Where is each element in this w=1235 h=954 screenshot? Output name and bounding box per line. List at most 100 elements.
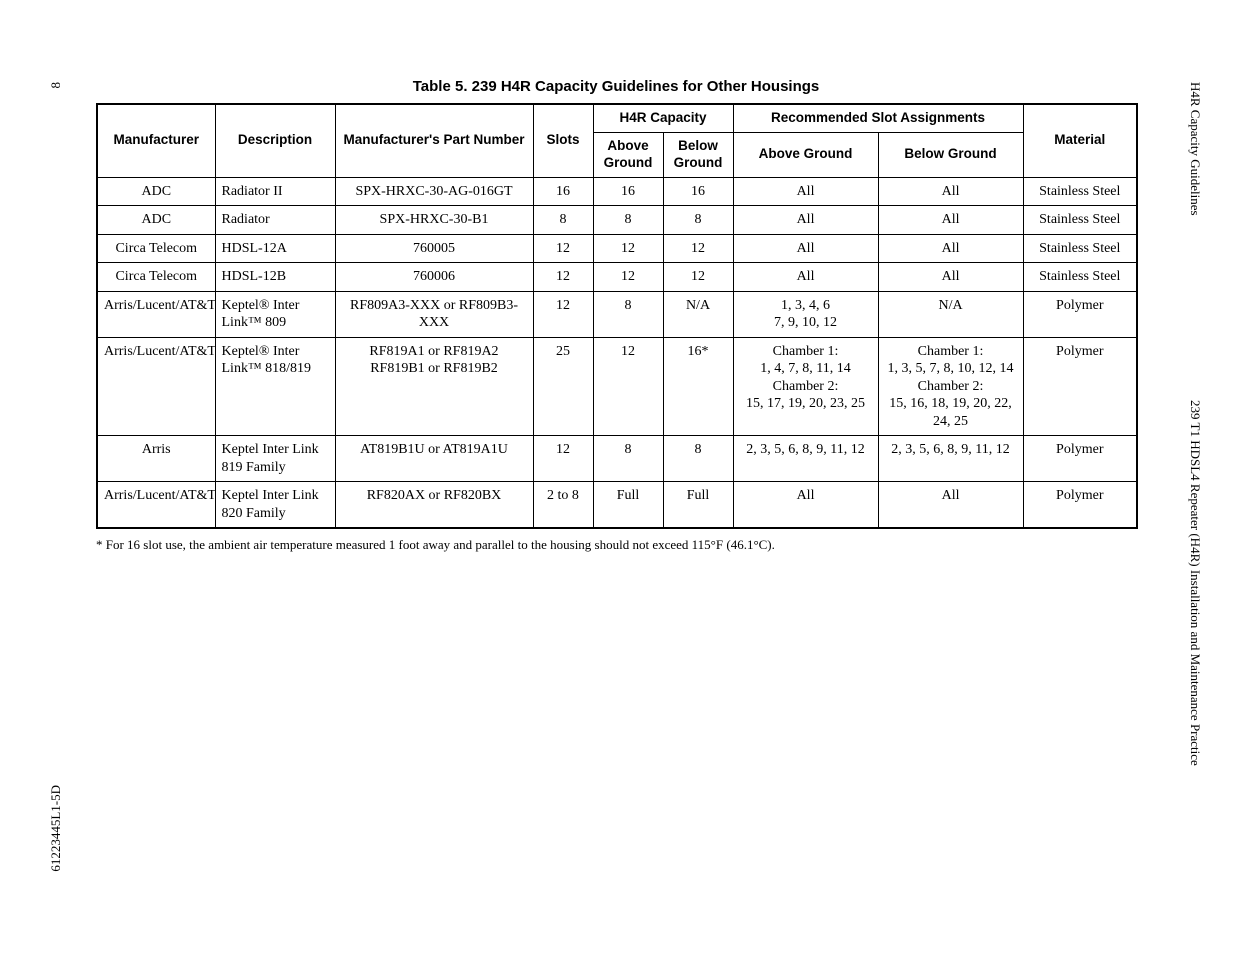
cell-a: 8 [593, 436, 663, 482]
cell-ra: All [733, 234, 878, 263]
cell-d: HDSL-12B [215, 263, 335, 292]
table-title: Table 5. 239 H4R Capacity Guidelines for… [96, 78, 1136, 95]
th-aboveG: Above Ground [733, 132, 878, 177]
th-manufacturer: Manufacturer [97, 104, 215, 177]
th-recommended: Recommended Slot Assignments [733, 104, 1023, 132]
cell-a: Full [593, 482, 663, 529]
cell-a: 12 [593, 263, 663, 292]
cell-m: Arris/Lucent/AT&T [97, 337, 215, 436]
cell-d: Keptel Inter Link 820 Family [215, 482, 335, 529]
cell-mat: Polymer [1023, 482, 1137, 529]
cell-d: Radiator II [215, 177, 335, 206]
cell-p: RF809A3-XXX or RF809B3-XXX [335, 291, 533, 337]
page-number: 8 [48, 82, 64, 89]
cell-ra: 1, 3, 4, 67, 9, 10, 12 [733, 291, 878, 337]
page: 8 61223445L1-5D H4R Capacity Guidelines … [0, 0, 1235, 954]
capacity-table: Manufacturer Description Manufacturer's … [96, 103, 1138, 529]
cell-rb: All [878, 482, 1023, 529]
cell-s: 12 [533, 263, 593, 292]
cell-b: 8 [663, 206, 733, 235]
cell-p: SPX-HRXC-30-AG-016GT [335, 177, 533, 206]
cell-a: 8 [593, 291, 663, 337]
table-row: Arris/Lucent/AT&TKeptel Inter Link 820 F… [97, 482, 1137, 529]
table-row: Arris/Lucent/AT&TKeptel® Inter Link™ 809… [97, 291, 1137, 337]
cell-s: 8 [533, 206, 593, 235]
cell-a: 8 [593, 206, 663, 235]
cell-d: Keptel® Inter Link™ 818/819 [215, 337, 335, 436]
cell-mat: Polymer [1023, 337, 1137, 436]
cell-d: Keptel Inter Link 819 Family [215, 436, 335, 482]
cell-m: ADC [97, 177, 215, 206]
table-row: Arris/Lucent/AT&TKeptel® Inter Link™ 818… [97, 337, 1137, 436]
cell-a: 12 [593, 234, 663, 263]
cell-ra: All [733, 206, 878, 235]
cell-rb: 2, 3, 5, 6, 8, 9, 11, 12 [878, 436, 1023, 482]
cell-ra: Chamber 1:1, 4, 7, 8, 11, 14Chamber 2:15… [733, 337, 878, 436]
cell-d: HDSL-12A [215, 234, 335, 263]
cell-s: 25 [533, 337, 593, 436]
th-description: Description [215, 104, 335, 177]
cell-p: RF820AX or RF820BX [335, 482, 533, 529]
th-below: Below Ground [663, 132, 733, 177]
cell-mat: Polymer [1023, 291, 1137, 337]
content: Table 5. 239 H4R Capacity Guidelines for… [96, 78, 1136, 553]
cell-mat: Stainless Steel [1023, 263, 1137, 292]
th-slots: Slots [533, 104, 593, 177]
cell-mat: Polymer [1023, 436, 1137, 482]
th-capacity: H4R Capacity [593, 104, 733, 132]
cell-s: 16 [533, 177, 593, 206]
th-above: Above Ground [593, 132, 663, 177]
cell-m: Arris/Lucent/AT&T [97, 482, 215, 529]
cell-p: RF819A1 or RF819A2 RF819B1 or RF819B2 [335, 337, 533, 436]
cell-b: 12 [663, 234, 733, 263]
cell-m: Arris [97, 436, 215, 482]
cell-s: 2 to 8 [533, 482, 593, 529]
cell-rb: N/A [878, 291, 1023, 337]
table-row: Circa TelecomHDSL-12B760006121212AllAllS… [97, 263, 1137, 292]
cell-m: Circa Telecom [97, 234, 215, 263]
cell-ra: 2, 3, 5, 6, 8, 9, 11, 12 [733, 436, 878, 482]
cell-p: AT819B1U or AT819A1U [335, 436, 533, 482]
cell-mat: Stainless Steel [1023, 206, 1137, 235]
cell-ra: All [733, 482, 878, 529]
cell-rb: All [878, 234, 1023, 263]
cell-b: N/A [663, 291, 733, 337]
cell-s: 12 [533, 291, 593, 337]
cell-mat: Stainless Steel [1023, 177, 1137, 206]
cell-a: 12 [593, 337, 663, 436]
thead: Manufacturer Description Manufacturer's … [97, 104, 1137, 177]
table-row: ADCRadiatorSPX-HRXC-30-B1888AllAllStainl… [97, 206, 1137, 235]
tbody: ADCRadiator IISPX-HRXC-30-AG-016GT161616… [97, 177, 1137, 528]
table-row: ADCRadiator IISPX-HRXC-30-AG-016GT161616… [97, 177, 1137, 206]
cell-mat: Stainless Steel [1023, 234, 1137, 263]
cell-m: Circa Telecom [97, 263, 215, 292]
cell-b: 12 [663, 263, 733, 292]
cell-rb: All [878, 177, 1023, 206]
doc-number: 61223445L1-5D [48, 785, 64, 872]
cell-p: 760006 [335, 263, 533, 292]
cell-ra: All [733, 263, 878, 292]
table-row: ArrisKeptel Inter Link 819 FamilyAT819B1… [97, 436, 1137, 482]
cell-ra: All [733, 177, 878, 206]
cell-b: 16 [663, 177, 733, 206]
cell-p: SPX-HRXC-30-B1 [335, 206, 533, 235]
cell-m: Arris/Lucent/AT&T [97, 291, 215, 337]
header-right-2: 239 T1 HDSL4 Repeater (H4R) Installation… [1187, 400, 1203, 766]
th-material: Material [1023, 104, 1137, 177]
cell-rb: All [878, 206, 1023, 235]
footnote: * For 16 slot use, the ambient air tempe… [96, 537, 1136, 553]
cell-rb: Chamber 1:1, 3, 5, 7, 8, 10, 12, 14Chamb… [878, 337, 1023, 436]
th-mpn: Manufacturer's Part Number [335, 104, 533, 177]
cell-p: 760005 [335, 234, 533, 263]
cell-rb: All [878, 263, 1023, 292]
cell-m: ADC [97, 206, 215, 235]
cell-d: Radiator [215, 206, 335, 235]
cell-a: 16 [593, 177, 663, 206]
cell-s: 12 [533, 234, 593, 263]
table-row: Circa TelecomHDSL-12A760005121212AllAllS… [97, 234, 1137, 263]
th-belowG: Below Ground [878, 132, 1023, 177]
cell-d: Keptel® Inter Link™ 809 [215, 291, 335, 337]
cell-b: 16* [663, 337, 733, 436]
cell-b: 8 [663, 436, 733, 482]
cell-s: 12 [533, 436, 593, 482]
